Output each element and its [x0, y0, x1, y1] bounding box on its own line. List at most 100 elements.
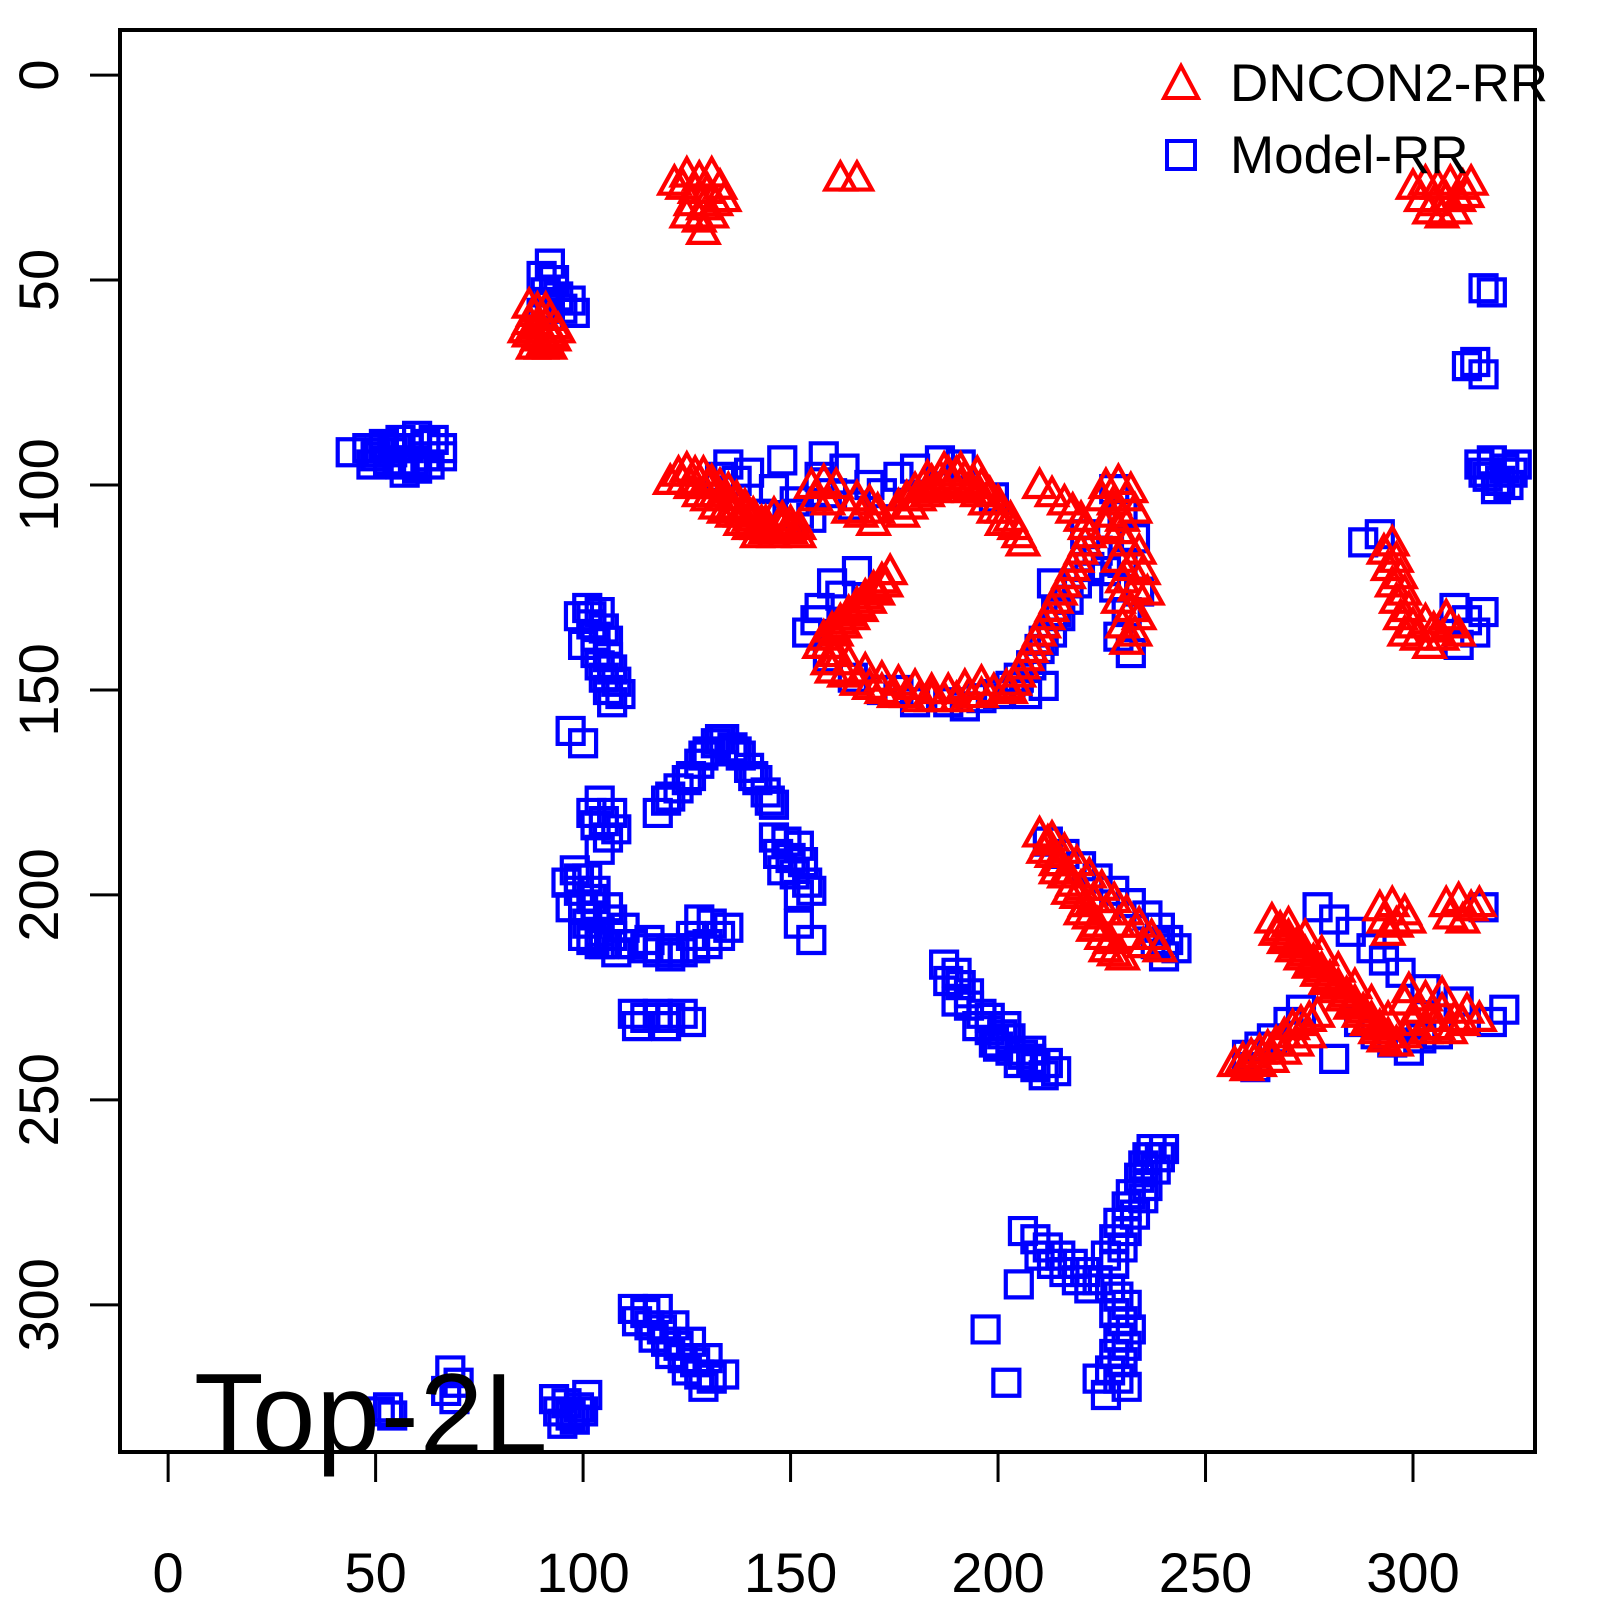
- square-point: [597, 687, 628, 718]
- triangle-point: [1265, 1031, 1303, 1065]
- square-point: [1451, 351, 1483, 382]
- square-point: [588, 806, 619, 837]
- triangle-point: [1435, 998, 1474, 1032]
- triangle-point: [975, 670, 1013, 705]
- square-point: [1016, 1035, 1047, 1066]
- square-point: [1368, 945, 1400, 976]
- square-point: [1082, 1363, 1113, 1394]
- y-tick-label: 200: [7, 848, 70, 941]
- square-point: [1041, 1056, 1072, 1087]
- square-point: [1148, 1133, 1180, 1165]
- triangle-point: [854, 502, 893, 536]
- square-point: [1132, 1142, 1163, 1173]
- triangle-point: [1087, 465, 1125, 500]
- square-point: [1468, 457, 1499, 488]
- triangle-point: [859, 490, 897, 524]
- square-point: [1094, 1355, 1126, 1386]
- triangle-point: [1103, 937, 1142, 971]
- square-point: [929, 949, 960, 980]
- triangle-point: [830, 641, 868, 676]
- square-point: [1020, 1051, 1051, 1083]
- square-point: [1319, 904, 1350, 935]
- square-point: [650, 1011, 682, 1042]
- square-point: [1468, 596, 1499, 628]
- y-tick-label: 50: [7, 249, 70, 311]
- square-point: [567, 728, 599, 759]
- square-point: [592, 674, 624, 706]
- square-point: [1115, 1179, 1146, 1210]
- triangle-point: [539, 309, 577, 344]
- square-point: [783, 879, 814, 911]
- square-point: [787, 847, 819, 878]
- triangle-point: [701, 465, 739, 500]
- square-point: [1472, 461, 1503, 492]
- square-point: [1099, 1248, 1130, 1279]
- square-point: [1348, 527, 1379, 558]
- square-point: [1111, 1371, 1142, 1402]
- triangle-point: [1336, 965, 1374, 1000]
- square-point: [584, 785, 615, 816]
- square-point: [667, 998, 698, 1029]
- triangle-point: [1116, 490, 1154, 524]
- triangle-point: [1240, 1043, 1279, 1078]
- square-point: [576, 601, 607, 632]
- square-point: [572, 592, 603, 624]
- triangle-point: [830, 490, 868, 524]
- square-point: [1319, 1043, 1350, 1074]
- square-point: [584, 929, 615, 960]
- x-tick-label: 300: [1366, 1541, 1459, 1600]
- square-point: [779, 859, 810, 890]
- triangle-point: [1440, 613, 1478, 647]
- triangle-point: [1004, 523, 1042, 557]
- square-point: [854, 469, 885, 501]
- triangle-point: [1087, 928, 1125, 963]
- triangle-point: [1290, 1014, 1328, 1049]
- square-point: [555, 285, 586, 316]
- series-model-rr: [335, 248, 1532, 1439]
- square-point: [941, 957, 972, 988]
- square-point: [592, 822, 624, 853]
- square-point: [1493, 469, 1524, 501]
- triangle-point: [1411, 625, 1449, 659]
- y-tick-label: 150: [7, 643, 70, 736]
- triangle-point: [1290, 998, 1328, 1032]
- square-point: [1128, 1150, 1159, 1181]
- triangle-point: [655, 162, 693, 196]
- square-point: [978, 1027, 1009, 1058]
- square-point: [713, 912, 744, 943]
- square-point: [642, 797, 673, 829]
- series-dncon2-rr: [506, 154, 1498, 1082]
- square-point: [655, 941, 686, 972]
- square-point: [597, 797, 628, 829]
- square-point: [567, 920, 599, 952]
- square-point: [688, 1371, 719, 1402]
- triangle-point: [1253, 1039, 1291, 1073]
- triangle-point: [942, 449, 980, 483]
- triangle-point: [1124, 924, 1162, 959]
- triangle-point: [1423, 973, 1461, 1008]
- square-point: [555, 715, 586, 747]
- square-point: [704, 724, 736, 755]
- triangle-point: [780, 514, 818, 549]
- square-point: [1061, 1265, 1092, 1296]
- square-point: [1302, 892, 1333, 923]
- square-point: [1335, 916, 1366, 947]
- triangle-point: [1369, 998, 1407, 1032]
- triangle-point: [817, 465, 855, 500]
- x-tick-label: 250: [1159, 1541, 1252, 1600]
- square-point: [1489, 453, 1520, 484]
- square-marker-icon: [1165, 139, 1197, 171]
- triangle-point: [1460, 998, 1498, 1032]
- triangle-point: [1037, 842, 1075, 877]
- triangle-point: [838, 158, 876, 192]
- triangle-point: [1452, 162, 1490, 196]
- triangle-point: [1444, 900, 1482, 934]
- square-point: [572, 1379, 603, 1411]
- triangle-point: [506, 309, 544, 344]
- triangle-point: [1128, 572, 1166, 606]
- legend: DNCON2-RR Model-RR: [1158, 52, 1548, 186]
- triangle-point: [693, 461, 731, 496]
- triangle-point: [680, 199, 718, 233]
- square-point: [696, 908, 727, 939]
- triangle-point: [693, 195, 731, 229]
